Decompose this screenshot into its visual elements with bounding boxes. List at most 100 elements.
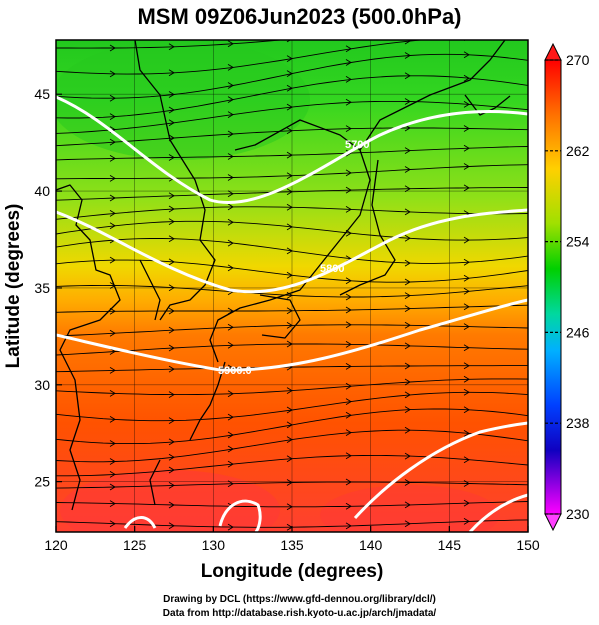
streamline-arrow: [404, 147, 411, 154]
streamline-arrow: [168, 417, 175, 424]
streamline-arrow: [463, 51, 470, 59]
contour-label-5700: 5700: [345, 139, 369, 151]
colorbar-body: [544, 59, 562, 515]
x-tick-label: 145: [438, 537, 462, 553]
colorbar-ticks: 270 262 254 246 238 230: [545, 52, 590, 522]
colorbar-tick-label: 270: [566, 52, 590, 68]
y-axis-label: Latitude (degrees): [3, 204, 24, 369]
x-tick-label: 140: [359, 537, 383, 553]
streamline-arrow: [227, 413, 234, 421]
streamline-arrow: [463, 344, 470, 352]
streamline-arrow: [463, 125, 470, 132]
streamline-arrow: [109, 94, 116, 102]
streamline-arrow: [404, 520, 411, 528]
streamline-arrow: [286, 455, 293, 463]
streamline-arrow: [168, 235, 175, 243]
streamline-arrow: [463, 518, 470, 525]
streamline-arrow: [168, 218, 175, 225]
streamline-arrow: [109, 175, 116, 182]
contour-label-5800: 5800: [320, 263, 344, 275]
streamline-arrow: [404, 278, 411, 286]
streamline-arrow: [109, 471, 116, 478]
streamline-arrow: [404, 185, 411, 193]
streamline-arrow: [345, 169, 352, 177]
contour-label-5900: 5900.0: [218, 365, 252, 377]
streamline-arrow: [345, 398, 352, 405]
streamline-arrow: [168, 482, 175, 489]
streamline-arrow: [404, 321, 411, 329]
streamline-arrow: [345, 206, 352, 213]
streamline-arrow: [168, 258, 175, 266]
streamline-arrow: [286, 223, 293, 231]
streamline-arrow: [345, 522, 352, 530]
streamline-arrow: [109, 113, 116, 120]
streamline-arrow: [463, 184, 470, 192]
streamline-arrow: [463, 406, 470, 414]
streamline-arrow: [168, 391, 175, 398]
streamline-arrow: [463, 274, 470, 282]
page-title: MSM 09Z06Jun2023 (500.0hPa): [137, 4, 462, 29]
streamline-arrow: [109, 282, 116, 289]
streamline-arrow: [404, 426, 411, 434]
streamline-arrow: [109, 440, 116, 447]
streamline-arrow: [109, 138, 116, 146]
streamline-arrow: [286, 271, 293, 279]
streamline-arrow: [109, 416, 116, 423]
streamline-arrow: [404, 52, 411, 59]
streamline-arrow: [168, 119, 175, 127]
streamline-arrow: [404, 40, 411, 45]
streamline-arrow: [463, 388, 470, 396]
streamline-arrow: [168, 307, 175, 315]
streamline-arrow: [109, 307, 116, 315]
streamline-arrow: [286, 188, 293, 196]
streamline-arrow: [464, 22, 469, 28]
streamline-arrow: [227, 445, 234, 453]
streamline-arrow: [286, 84, 293, 92]
streamline-arrow: [463, 303, 470, 311]
streamline-arrow: [345, 149, 352, 157]
streamline-arrow: [227, 82, 234, 89]
streamline-arrow: [345, 452, 352, 460]
streamline-arrow: [463, 430, 470, 437]
streamline-arrow: [109, 194, 116, 202]
colorbar-tick-label: 246: [566, 324, 590, 340]
streamline-arrow: [345, 341, 352, 348]
colorbar-tick-label: 230: [566, 506, 590, 522]
streamline-arrow: [404, 479, 411, 486]
streamline-arrow: [404, 234, 411, 242]
streamline-arrow: [227, 431, 234, 439]
streamline-arrow: [345, 45, 352, 53]
streamline-arrow: [227, 64, 234, 71]
streamline-arrow: [463, 236, 470, 244]
x-axis-label: Longitude (degrees): [201, 561, 384, 582]
streamline-arrow: [286, 307, 293, 315]
streamline-arrow: [286, 387, 293, 394]
contour-labels: 5900.0 5800 5700: [218, 139, 369, 377]
streamline-arrow: [168, 453, 175, 461]
x-axis-ticks: 120 125 130 135 140 145 150: [44, 526, 540, 553]
y-tick-label: 25: [34, 474, 50, 490]
streamline-arrow: [286, 151, 293, 159]
streamline-arrow: [404, 292, 411, 299]
streamline-arrow: [286, 340, 293, 348]
streamline-arrow: [168, 522, 175, 530]
streamline-arrow: [345, 98, 352, 106]
streamline-arrow: [345, 411, 352, 419]
streamline-arrow: [286, 421, 293, 429]
streamline-arrow: [227, 130, 234, 138]
streamline-arrow: [109, 483, 116, 491]
streamline-arrow: [227, 460, 234, 468]
streamline-arrow: [227, 480, 234, 488]
streamline-arrow: [345, 59, 352, 66]
streamline-arrow: [168, 466, 175, 474]
streamline-arrow: [109, 458, 116, 465]
streamline-arrow: [168, 154, 175, 161]
streamline-arrow: [286, 436, 293, 443]
streamlines: [56, 22, 528, 531]
streamline-arrow: [109, 500, 116, 507]
streamline-arrow: [227, 174, 234, 181]
streamline-arrow: [109, 210, 116, 217]
streamline-arrow: [109, 222, 116, 230]
streamline-arrow: [286, 247, 293, 255]
streamline-arrow: [345, 306, 352, 314]
